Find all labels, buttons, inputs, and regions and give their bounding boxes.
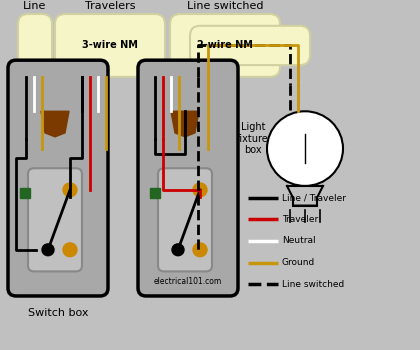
Bar xyxy=(20,188,30,198)
FancyBboxPatch shape xyxy=(8,60,108,296)
Bar xyxy=(150,188,160,198)
Circle shape xyxy=(42,244,54,256)
Circle shape xyxy=(63,243,77,257)
FancyBboxPatch shape xyxy=(28,168,82,271)
FancyBboxPatch shape xyxy=(55,14,165,77)
FancyBboxPatch shape xyxy=(158,168,212,271)
Circle shape xyxy=(193,243,207,257)
Polygon shape xyxy=(41,111,69,137)
Circle shape xyxy=(172,244,184,256)
Text: Light
fixture
box: Light fixture box xyxy=(237,122,269,155)
FancyBboxPatch shape xyxy=(18,14,52,77)
Text: Line switched: Line switched xyxy=(282,280,344,289)
Text: Neutral: Neutral xyxy=(282,237,315,245)
Circle shape xyxy=(267,111,343,186)
Circle shape xyxy=(63,183,77,197)
Text: Line: Line xyxy=(24,1,47,11)
Text: 3-wire NM: 3-wire NM xyxy=(82,41,138,50)
Text: 2-wire NM: 2-wire NM xyxy=(197,41,253,50)
FancyBboxPatch shape xyxy=(190,26,310,65)
FancyBboxPatch shape xyxy=(170,14,280,77)
Text: Switch box: Switch box xyxy=(28,308,88,318)
Text: Ground: Ground xyxy=(282,258,315,267)
Text: Line switched: Line switched xyxy=(187,1,263,11)
Text: Travelers: Travelers xyxy=(85,1,135,11)
Text: Traveler: Traveler xyxy=(282,215,318,224)
Polygon shape xyxy=(171,111,199,137)
Circle shape xyxy=(193,183,207,197)
Text: electrical101.com: electrical101.com xyxy=(154,277,222,286)
Text: Line / Traveler: Line / Traveler xyxy=(282,193,346,202)
FancyBboxPatch shape xyxy=(138,60,238,296)
